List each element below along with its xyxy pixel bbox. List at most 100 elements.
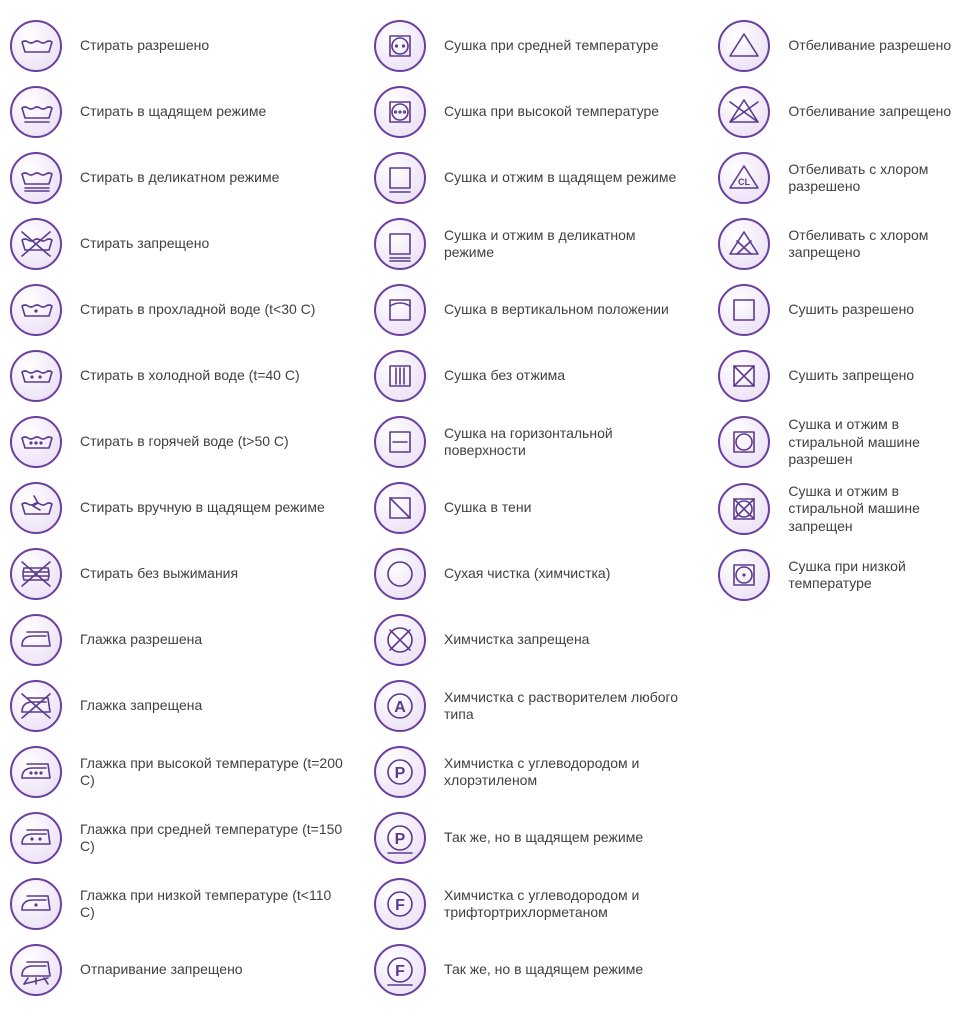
symbol-label: Сушка и отжим в стиральной машине запрещ… — [788, 483, 964, 536]
wash-dot3-icon — [10, 416, 62, 468]
symbol-row: CLОтбеливать с хлором разрешено — [718, 152, 964, 204]
symbol-row: Стирать вручную в щадящем режиме — [10, 482, 344, 534]
symbol-label: Отбеливание разрешено — [788, 37, 951, 55]
symbol-row: Химчистка запрещена — [374, 614, 688, 666]
symbol-label: Глажка при низкой температуре (t<110 C) — [80, 887, 344, 922]
svg-text:CL: CL — [738, 177, 750, 187]
symbol-row: Сушка при высокой температуре — [374, 86, 688, 138]
symbol-row: Отбеливание запрещено — [718, 86, 964, 138]
symbol-label: Химчистка с растворителем любого типа — [444, 689, 688, 724]
symbol-label: Отпаривание запрещено — [80, 961, 243, 979]
symbol-row: Глажка при низкой температуре (t<110 C) — [10, 878, 344, 930]
iron-no-icon — [10, 680, 62, 732]
symbol-label: Сушка и отжим в деликатном режиме — [444, 227, 688, 262]
symbol-label: Стирать вручную в щадящем режиме — [80, 499, 325, 517]
symbol-label: Глажка запрещена — [80, 697, 202, 715]
symbol-label: Сушить запрещено — [788, 367, 914, 385]
symbol-row: Сушить разрешено — [718, 284, 964, 336]
tumble-dot3-icon — [374, 86, 426, 138]
circ-icon — [374, 548, 426, 600]
symbol-label: Стирать в щадящем режиме — [80, 103, 266, 121]
symbol-row: Отбеливание разрешено — [718, 20, 964, 72]
symbol-label: Химчистка с углеводородом и хлорэтиленом — [444, 755, 688, 790]
symbol-row: Сушка в тени — [374, 482, 688, 534]
iron-nosteam-icon — [10, 944, 62, 996]
symbol-row: Стирать запрещено — [10, 218, 344, 270]
symbol-label: Сушка при низкой температуре — [788, 558, 964, 593]
symbol-row: Сушка и отжим в щадящем режиме — [374, 152, 688, 204]
symbol-label: Стирать в холодной воде (t=40 C) — [80, 367, 300, 385]
svg-text:P: P — [395, 831, 406, 848]
svg-text:P: P — [395, 765, 406, 782]
sq-diag-icon — [374, 482, 426, 534]
wash-hand-icon — [10, 482, 62, 534]
symbol-label: Стирать без выжимания — [80, 565, 238, 583]
symbol-row: Сухая чистка (химчистка) — [374, 548, 688, 600]
wash-icon — [10, 20, 62, 72]
circ-F-line-icon: F — [374, 944, 426, 996]
tumble-no-icon — [718, 483, 770, 535]
tri-no-icon — [718, 86, 770, 138]
wash-dot1-icon — [10, 284, 62, 336]
svg-text:F: F — [395, 897, 405, 914]
symbol-row: Глажка разрешена — [10, 614, 344, 666]
symbol-label: Так же, но в щадящем режиме — [444, 961, 643, 979]
iron-dot1-icon — [10, 878, 62, 930]
symbol-row: Стирать в горячей воде (t>50 C) — [10, 416, 344, 468]
column-3: Отбеливание разрешено Отбеливание запреще… — [718, 20, 964, 1010]
sq-icon — [718, 284, 770, 336]
symbol-row: Стирать в холодной воде (t=40 C) — [10, 350, 344, 402]
iron-icon — [10, 614, 62, 666]
symbol-row: Стирать в деликатном режиме — [10, 152, 344, 204]
symbol-label: Стирать в горячей воде (t>50 C) — [80, 433, 289, 451]
symbol-label: Сушить разрешено — [788, 301, 914, 319]
circ-P-line-icon: P — [374, 812, 426, 864]
symbol-label: Сушка в тени — [444, 499, 531, 517]
symbol-row: P Химчистка с углеводородом и хлорэтилено… — [374, 746, 688, 798]
symbol-label: Сушка при высокой температуре — [444, 103, 659, 121]
symbol-label: Глажка разрешена — [80, 631, 202, 649]
circ-A-icon: A — [374, 680, 426, 732]
symbol-label: Стирать в деликатном режиме — [80, 169, 279, 187]
circ-no-icon — [374, 614, 426, 666]
symbol-label: Отбеливать с хлором запрещено — [788, 227, 964, 262]
symbol-label: Отбеливание запрещено — [788, 103, 951, 121]
symbol-label: Сушка и отжим в стиральной машине разреш… — [788, 416, 964, 469]
sq-1horiz-icon — [374, 416, 426, 468]
sq-no-icon — [718, 350, 770, 402]
column-2: Сушка при средней температуре Сушка при в… — [374, 20, 688, 1010]
sq-3vert-icon — [374, 350, 426, 402]
symbol-label: Химчистка запрещена — [444, 631, 589, 649]
symbol-row: Глажка при средней температуре (t=150 C) — [10, 812, 344, 864]
tri-icon — [718, 20, 770, 72]
symbol-label: Так же, но в щадящем режиме — [444, 829, 643, 847]
symbol-row: Стирать без выжимания — [10, 548, 344, 600]
symbol-row: Глажка при высокой температуре (t=200 C) — [10, 746, 344, 798]
sq-line2-icon — [374, 218, 426, 270]
wring-no-icon — [10, 548, 62, 600]
symbol-label: Сухая чистка (химчистка) — [444, 565, 610, 583]
symbol-label: Сушка без отжима — [444, 367, 565, 385]
symbol-label: Сушка при средней температуре — [444, 37, 658, 55]
tumble-dot1-icon — [718, 549, 770, 601]
tri-cl-no-icon — [718, 218, 770, 270]
tri-cl-icon: CL — [718, 152, 770, 204]
symbol-row: Сушка и отжим в стиральной машине разреш… — [718, 416, 964, 469]
tumble-icon — [718, 416, 770, 468]
symbol-label: Сушка в вертикальном положении — [444, 301, 669, 319]
symbol-label: Сушка и отжим в щадящем режиме — [444, 169, 676, 187]
symbol-row: Отпаривание запрещено — [10, 944, 344, 996]
symbol-row: Стирать в щадящем режиме — [10, 86, 344, 138]
wash-dot2-icon — [10, 350, 62, 402]
columns-container: Стирать разрешеноСтирать в щадящем режим… — [10, 20, 964, 1010]
sq-drip-icon — [374, 284, 426, 336]
iron-dot2-icon — [10, 812, 62, 864]
wash-no-icon — [10, 218, 62, 270]
symbol-row: Глажка запрещена — [10, 680, 344, 732]
symbol-label: Глажка при высокой температуре (t=200 C) — [80, 755, 344, 790]
symbol-row: Сушка и отжим в деликатном режиме — [374, 218, 688, 270]
wash-line1-icon — [10, 86, 62, 138]
symbol-label: Сушка на горизонтальной поверхности — [444, 425, 688, 460]
symbol-row: FХимчистка с углеводородом и трифтортрих… — [374, 878, 688, 930]
symbol-row: Сушка при низкой температуре — [718, 549, 964, 601]
